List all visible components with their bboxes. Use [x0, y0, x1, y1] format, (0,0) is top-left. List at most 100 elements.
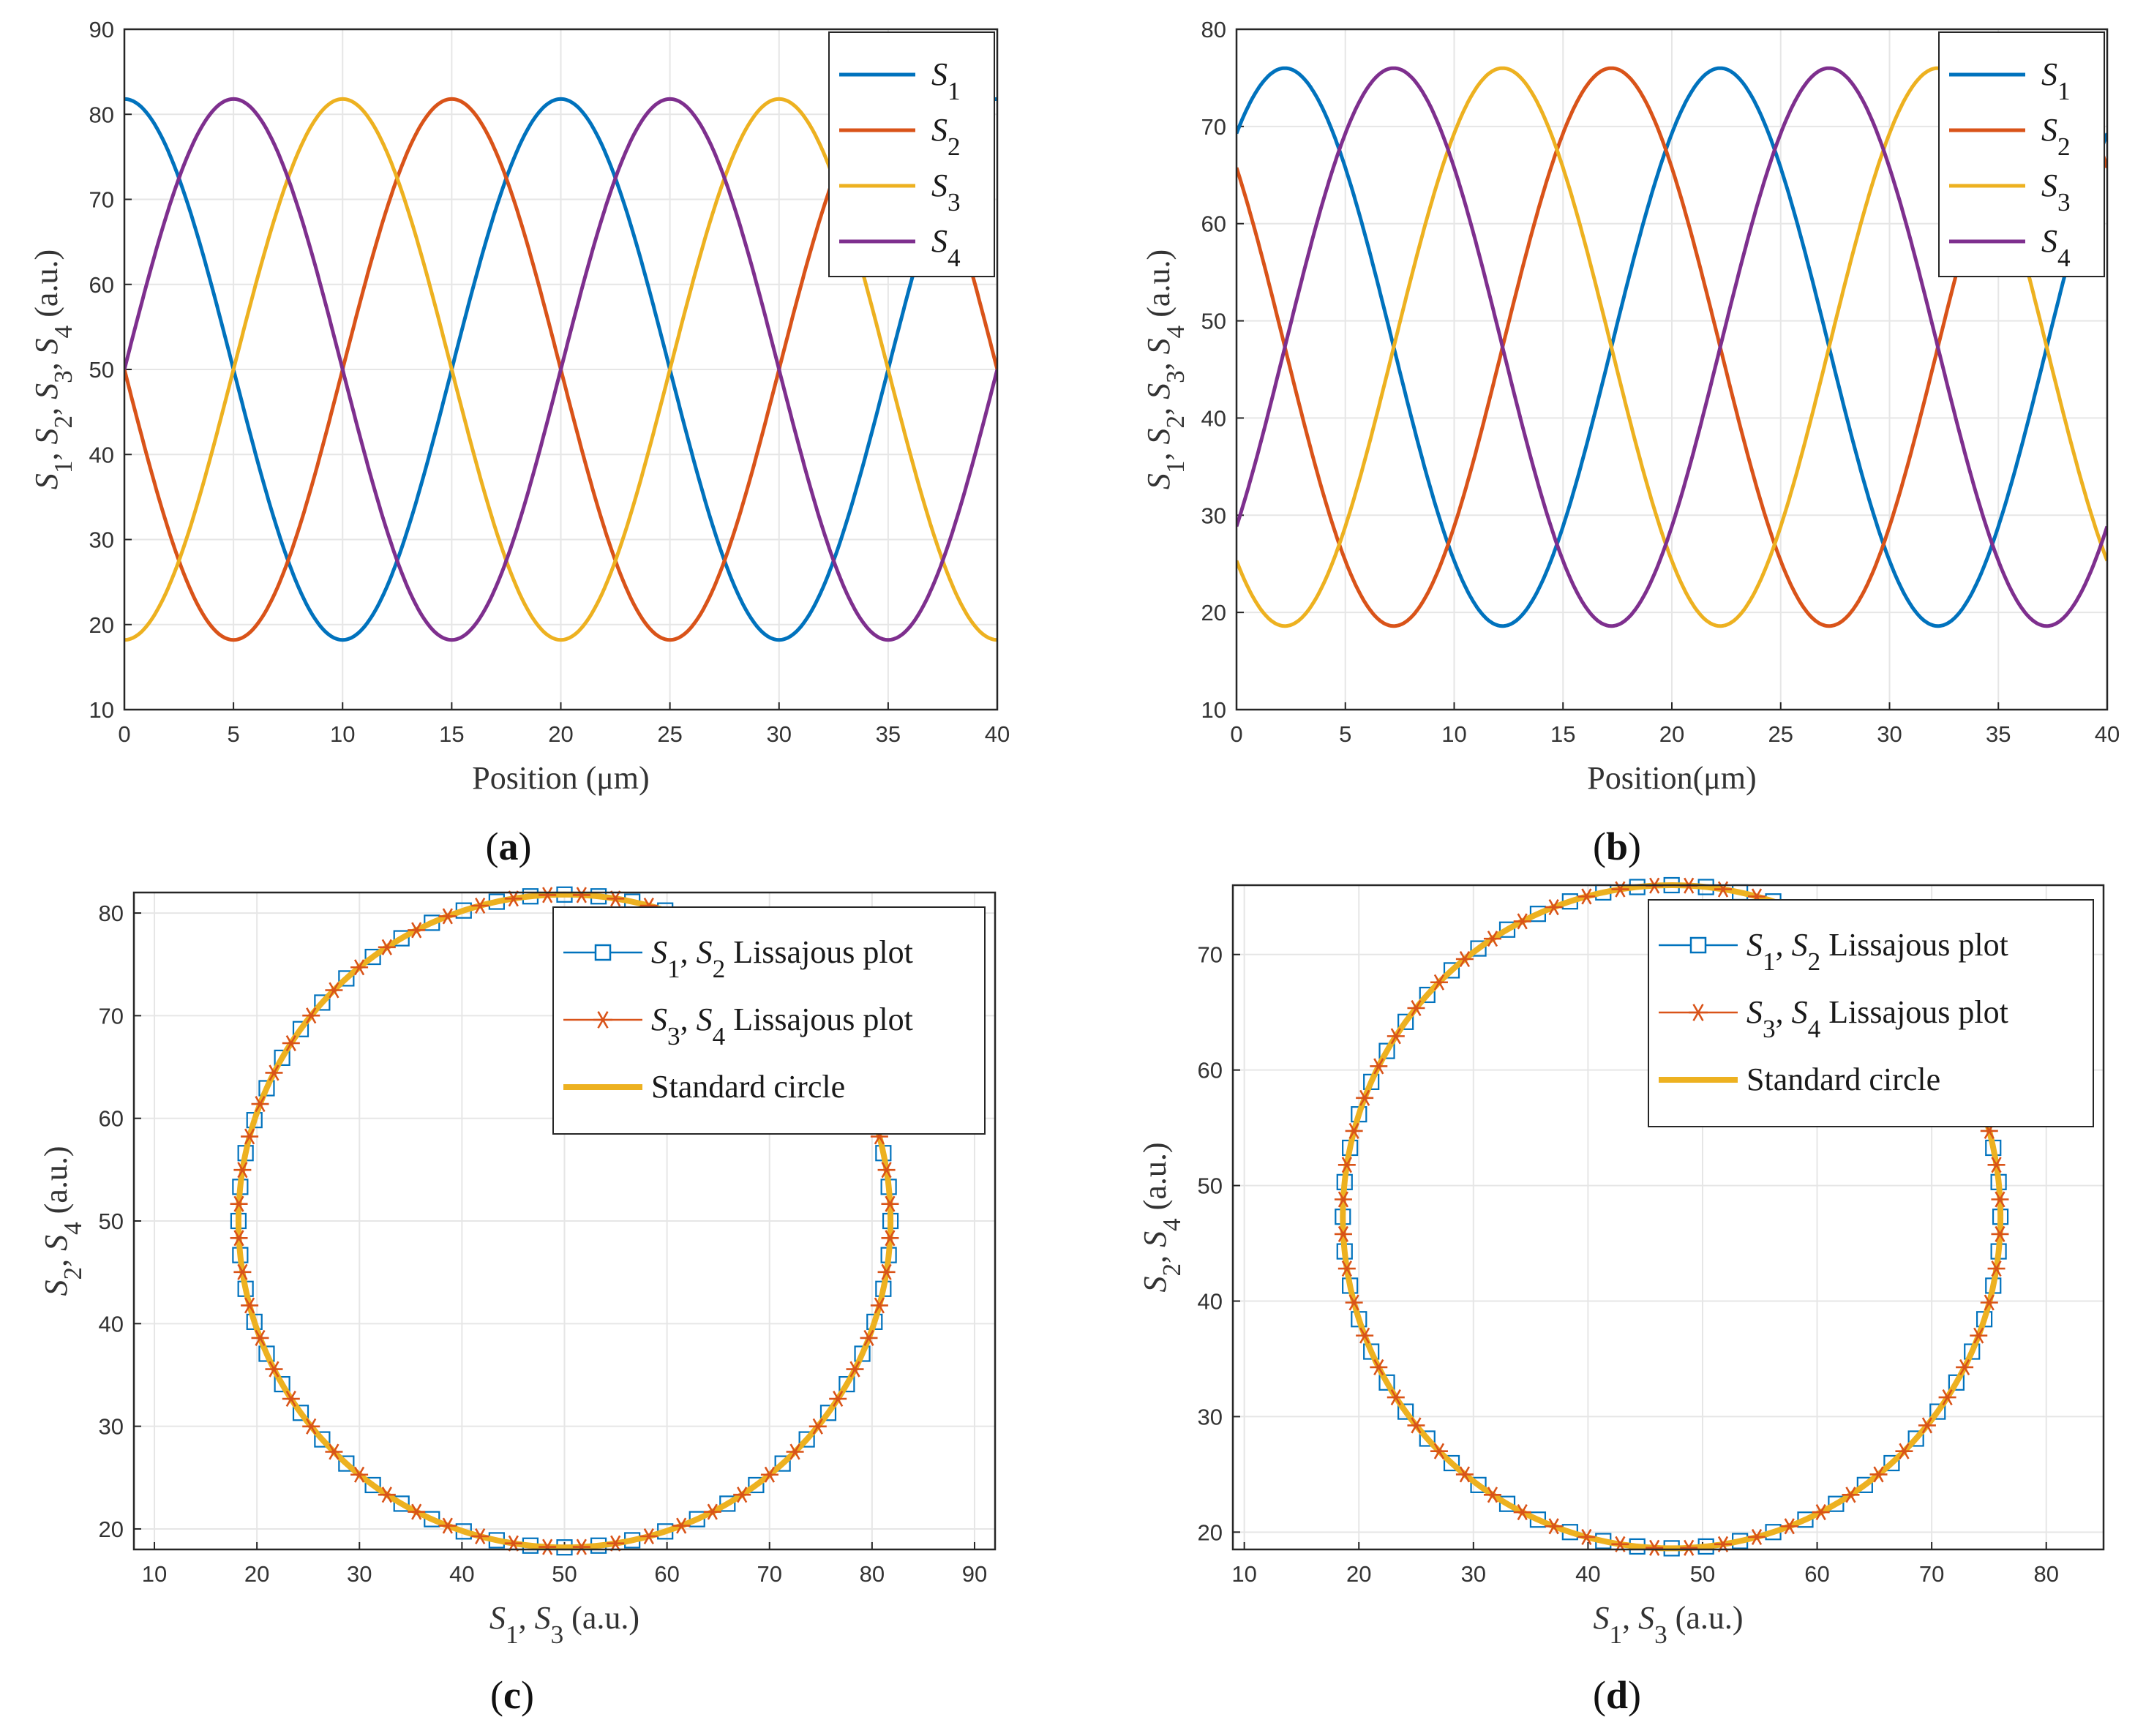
- series-line-s4: [124, 97, 997, 642]
- marker-asterisk: [1455, 950, 1474, 968]
- marker-asterisk: [438, 1517, 457, 1534]
- x-tick-label: 50: [1690, 1561, 1715, 1587]
- y-tick-label: 30: [1201, 503, 1226, 528]
- marker-asterisk: [1407, 1417, 1425, 1434]
- marker-asterisk: [1483, 931, 1501, 947]
- marker-asterisk: [607, 890, 625, 907]
- x-tick-label: 40: [449, 1561, 474, 1587]
- x-tick-label: 20: [1659, 721, 1684, 747]
- marker-asterisk: [1345, 1122, 1363, 1139]
- marker-asterisk: [438, 908, 457, 925]
- x-tick-label: 60: [654, 1561, 679, 1587]
- marker-asterisk: [265, 1064, 283, 1081]
- x-tick-label: 25: [657, 721, 682, 747]
- y-tick-label: 70: [99, 1003, 124, 1029]
- y-tick-label: 30: [99, 1414, 124, 1440]
- marker-asterisk: [572, 887, 590, 903]
- marker-asterisk: [1987, 1157, 2005, 1173]
- marker-asterisk: [881, 1230, 899, 1247]
- marker-square: [1498, 1495, 1516, 1512]
- y-tick-label: 40: [99, 1311, 124, 1337]
- y-axis-label: S2, S4 (a.u.): [1137, 1142, 1186, 1292]
- marker-asterisk: [230, 1230, 248, 1247]
- x-tick-label: 15: [439, 721, 464, 747]
- marker-asterisk: [1956, 1359, 1974, 1376]
- marker-asterisk: [378, 939, 396, 955]
- marker-square: [1419, 986, 1436, 1004]
- marker-asterisk: [1646, 1539, 1664, 1556]
- marker-asterisk: [1714, 881, 1732, 898]
- marker-asterisk: [760, 1466, 778, 1483]
- x-axis-label: S1, S3 (a.u.): [1593, 1600, 1743, 1649]
- marker-square: [393, 930, 410, 947]
- axes-frame: [1231, 884, 2105, 1551]
- y-tick-label: 50: [1201, 309, 1226, 334]
- marker-asterisk: [408, 922, 426, 939]
- marker-square: [1498, 921, 1516, 938]
- x-tick-label: 50: [552, 1561, 577, 1587]
- marker-asterisk: [471, 1528, 489, 1545]
- panel-letter: d: [1606, 1673, 1628, 1717]
- marker-asterisk: [539, 1538, 557, 1555]
- marker-asterisk: [350, 1466, 369, 1483]
- panel-label: (c): [490, 1673, 534, 1717]
- marker-asterisk: [1370, 1359, 1388, 1376]
- marker-square: [1397, 1403, 1414, 1420]
- x-tick-label: 15: [1550, 721, 1575, 747]
- x-tick-label: 80: [2033, 1561, 2058, 1587]
- marker-asterisk: [1513, 1503, 1531, 1521]
- marker-square: [1470, 940, 1487, 957]
- y-tick-label: 50: [99, 1209, 124, 1234]
- marker-asterisk: [846, 1361, 864, 1378]
- marker-asterisk: [241, 1128, 259, 1145]
- panel-label: (d): [1593, 1673, 1641, 1717]
- marker-asterisk: [408, 1503, 426, 1520]
- marker-asterisk: [1842, 1487, 1860, 1503]
- marker-square: [1378, 1042, 1395, 1059]
- marker-asterisk: [471, 897, 489, 914]
- x-tick-label: 5: [228, 721, 240, 747]
- series-line-s1: [1237, 66, 2107, 628]
- y-axis-label: S1, S2, S3, S4 (a.u.): [29, 249, 78, 489]
- marker-asterisk: [607, 1535, 625, 1552]
- marker-square: [1856, 1476, 1873, 1493]
- legend-entry-2: Standard circle: [1746, 1061, 1940, 1097]
- marker-asterisk: [1987, 1260, 2005, 1277]
- marker-asterisk: [1812, 1503, 1830, 1521]
- legend-entry-1: S3, S4 Lissajous plot: [1746, 994, 2008, 1043]
- legend-entry-s4: S4: [931, 223, 961, 272]
- x-tick-label: 30: [767, 721, 792, 747]
- y-axis-label: S2, S4 (a.u.): [38, 1146, 87, 1296]
- x-axis-label: Position (μm): [472, 760, 649, 796]
- x-tick-label: 40: [2095, 721, 2120, 747]
- marker-asterisk: [1991, 1191, 2009, 1208]
- y-tick-label: 50: [1198, 1173, 1223, 1199]
- x-tick-label: 30: [1461, 1561, 1486, 1587]
- x-tick-label: 70: [1919, 1561, 1944, 1587]
- y-tick-label: 20: [89, 612, 114, 638]
- marker-asterisk: [241, 1297, 259, 1314]
- marker-square: [338, 1455, 355, 1472]
- marker-asterisk: [1780, 1518, 1798, 1535]
- legend-entry-s2: S2: [2041, 112, 2071, 161]
- marker-asterisk: [1748, 1528, 1766, 1546]
- marker-square: [1948, 1374, 1965, 1391]
- x-tick-label: 60: [1804, 1561, 1829, 1587]
- y-tick-label: 80: [89, 102, 114, 127]
- legend: S1, S2 Lissajous plot S3, S4 Lissajous pl…: [552, 906, 986, 1135]
- x-tick-label: 25: [1768, 721, 1793, 747]
- panel-a: 0 5 10 15 20 25 30 35 40 10 20 30 40 50 60 70 80 90 Positi…: [29, 17, 1010, 868]
- axes-frame: [123, 28, 999, 711]
- marker-asterisk: [302, 1418, 320, 1435]
- marker-asterisk: [1337, 1260, 1356, 1277]
- x-tick-label: 30: [347, 1561, 372, 1587]
- marker-asterisk: [1407, 999, 1425, 1017]
- marker-asterisk: [1970, 1327, 1988, 1344]
- marker-asterisk: [1387, 1389, 1405, 1406]
- marker-square: [292, 1021, 309, 1037]
- marker-asterisk: [230, 1195, 248, 1212]
- marker-square: [1828, 1495, 1845, 1512]
- marker-asterisk: [1869, 1466, 1888, 1483]
- x-axis-label: Position(μm): [1587, 760, 1756, 796]
